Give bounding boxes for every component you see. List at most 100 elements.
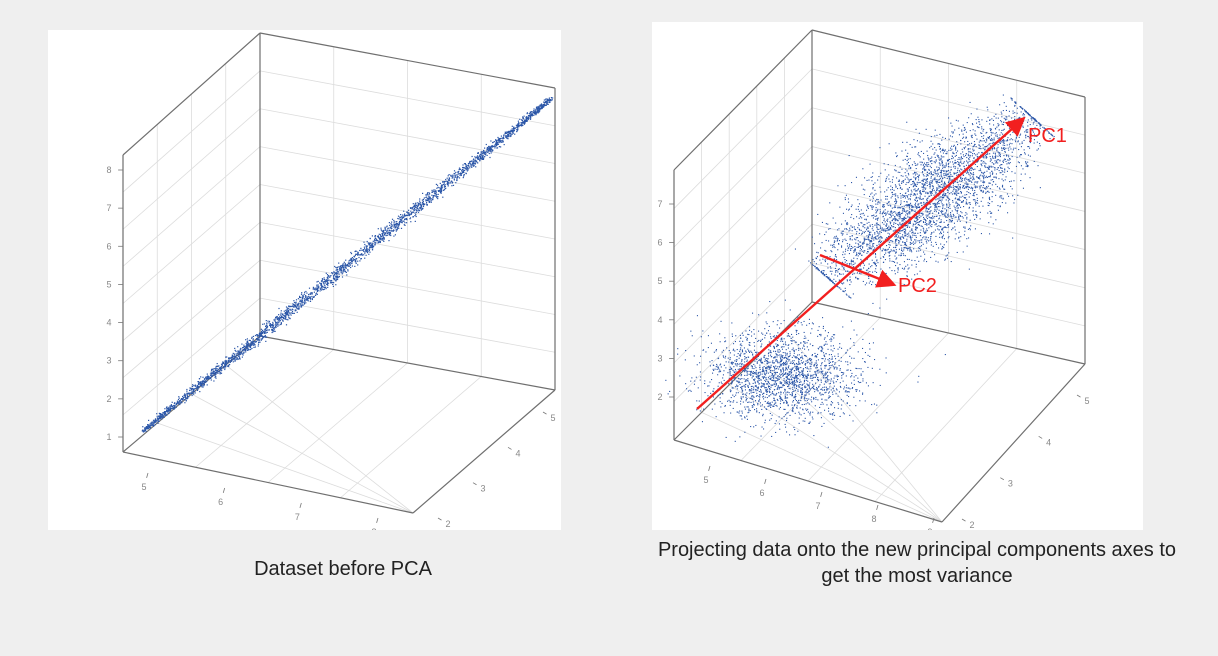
data-point [421,207,423,209]
y-tick-label: 4 [515,448,520,458]
data-point [855,176,857,178]
data-point [145,427,147,429]
data-point [842,212,844,214]
data-point [857,243,859,245]
data-point [986,176,988,178]
data-point [403,214,405,216]
data-point [529,118,532,120]
data-point [956,141,958,143]
data-point [963,148,965,150]
data-point [892,193,894,195]
data-point [466,167,468,169]
data-point [903,237,905,239]
data-point [813,261,815,263]
data-point [523,118,525,120]
data-point [926,239,928,241]
data-point [357,264,359,266]
data-point [874,263,876,265]
data-point [916,173,918,175]
data-point [359,260,361,262]
data-point [316,289,318,291]
data-point [194,384,196,386]
data-point [375,242,377,244]
data-point [957,207,959,209]
data-point [534,109,536,111]
data-point [214,372,216,374]
data-point [904,235,906,237]
data-point [524,120,526,122]
data-point [224,367,226,369]
data-point [1007,162,1009,164]
data-point [324,282,327,284]
data-point [910,167,912,169]
data-point [423,197,425,199]
data-point [153,421,155,423]
data-point [317,289,319,292]
data-point [1024,153,1026,155]
data-point [276,324,278,326]
data-point [943,244,945,246]
data-point [440,188,442,190]
data-point [537,108,539,111]
data-point [999,156,1001,158]
data-point [990,212,992,214]
data-point [467,165,469,167]
data-point [863,240,865,242]
data-point [846,229,848,231]
data-point [247,343,249,346]
data-point [515,127,517,129]
data-point [537,109,539,111]
data-point [312,296,314,298]
data-point [979,175,981,177]
data-point [888,174,890,176]
data-point [391,227,393,229]
data-point [376,236,379,238]
data-point [966,203,968,205]
data-point [869,280,871,282]
data-point [1039,125,1041,127]
data-point [326,282,329,284]
data-point [960,168,962,170]
data-point [989,182,991,184]
data-point [965,203,967,205]
data-point [937,228,939,230]
tick-mark [1038,435,1043,439]
data-point [913,243,915,245]
data-point [525,117,527,119]
data-point [859,213,861,215]
data-point [908,204,910,206]
data-point [326,279,328,281]
data-point [496,142,498,144]
data-point [978,121,980,123]
data-point [970,151,972,153]
data-point [412,203,414,205]
data-point [895,219,897,221]
data-point [513,126,515,128]
data-point [420,209,422,211]
data-point [457,171,459,174]
data-point [198,382,200,384]
data-point [930,145,932,147]
data-point [976,186,978,188]
data-point [462,168,464,170]
data-point [329,280,331,282]
data-point [969,167,971,169]
data-point [985,175,987,177]
data-point [944,183,946,185]
data-point [1005,105,1007,107]
data-point [844,185,846,187]
data-point [1002,197,1004,199]
data-point [948,236,950,238]
data-point [931,194,933,196]
data-point [369,248,371,250]
data-point [244,349,246,351]
data-point [878,232,880,234]
data-point [470,165,472,167]
data-point [990,165,992,167]
data-point [906,201,908,203]
data-point [976,197,978,199]
data-point [264,334,266,337]
data-point [532,111,534,113]
data-point [262,337,264,339]
data-point [415,204,418,206]
